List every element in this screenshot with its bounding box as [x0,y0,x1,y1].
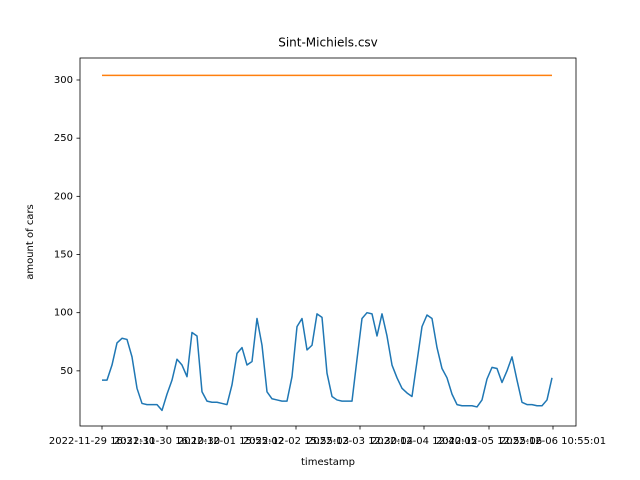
x-tick-label: 2022-12-01 15:55:02 [178,436,284,447]
x-tick-label: 2022-12-03 12:30:04 [307,436,413,447]
x-tick-label: 2022-11-29 16:31:30 [49,436,155,447]
data-line [102,311,553,412]
plot-frame [79,57,577,427]
chart-title: Sint-Michiels.csv [278,36,378,50]
y-tick-label: 200 [54,191,73,202]
x-tick-label: 2022-12-06 10:55:01 [500,436,606,447]
y-tick-label: 100 [54,308,73,319]
y-tick-label: 300 [54,75,73,86]
y-tick-label: 50 [60,366,73,377]
y-axis-label: amount of cars [25,204,36,280]
y-tick-label: 250 [54,133,73,144]
x-tick-label: 2022-11-30 16:10:30 [114,436,220,447]
x-tick-label: 2022-12-05 12:55:06 [436,436,542,447]
y-tick-label: 150 [54,250,73,261]
x-tick-label: 2022-12-02 15:55:03 [243,436,349,447]
x-axis-label: timestamp [301,457,355,468]
x-tick-label: 2022-12-04 12:40:05 [371,436,477,447]
